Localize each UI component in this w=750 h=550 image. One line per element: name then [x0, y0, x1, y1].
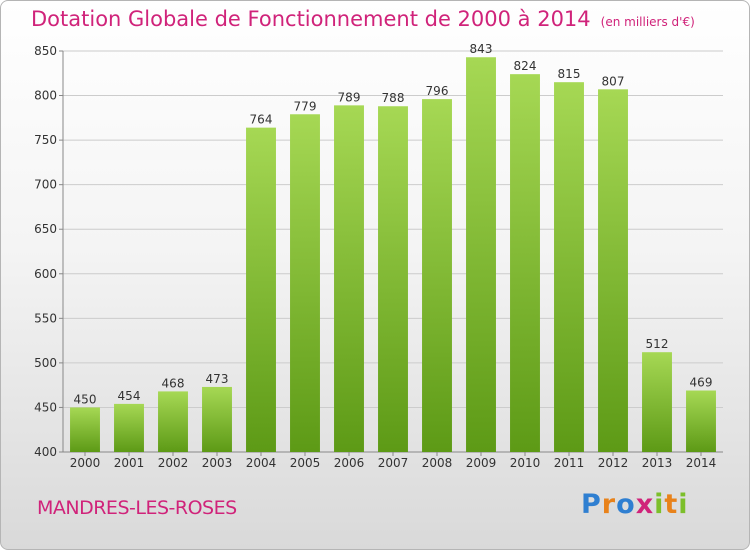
- logo-letter: i: [678, 489, 689, 520]
- data-label: 788: [382, 91, 405, 105]
- proxiti-logo: Proxiti: [581, 489, 689, 520]
- x-tick-label: 2006: [334, 456, 365, 470]
- chart-unit-label: (en milliers d'€): [600, 15, 695, 29]
- logo-letter: i: [654, 489, 665, 520]
- bar: [598, 89, 628, 452]
- x-tick-label: 2005: [290, 456, 321, 470]
- y-tick-label: 700: [34, 178, 57, 192]
- x-tick-label: 2008: [422, 456, 453, 470]
- data-label: 789: [338, 90, 361, 104]
- data-label: 454: [118, 389, 141, 403]
- bar: [334, 105, 364, 452]
- commune-name: MANDRES-LES-ROSES: [37, 497, 237, 519]
- bar: [510, 74, 540, 453]
- bar: [70, 407, 100, 452]
- data-label: 469: [690, 376, 713, 390]
- x-tick-label: 2007: [378, 456, 409, 470]
- x-tick-label: 2012: [598, 456, 629, 470]
- bars: [70, 57, 716, 453]
- bar: [378, 106, 408, 452]
- y-tick-label: 650: [34, 222, 57, 236]
- x-tick-label: 2004: [246, 456, 277, 470]
- logo-letter: r: [601, 489, 617, 520]
- bar: [422, 99, 452, 453]
- bar: [246, 127, 276, 452]
- y-tick-label: 850: [34, 44, 57, 58]
- x-tick-label: 2002: [158, 456, 189, 470]
- data-label: 815: [558, 67, 581, 81]
- y-tick-label: 550: [34, 311, 57, 325]
- data-label: 512: [646, 337, 669, 351]
- x-tick-label: 2001: [114, 456, 145, 470]
- y-tick-label: 450: [34, 400, 57, 414]
- data-label: 468: [162, 376, 185, 390]
- chart-title-text: Dotation Globale de Fonctionnement de 20…: [31, 7, 591, 31]
- y-tick-label: 400: [34, 445, 57, 459]
- bar: [466, 57, 496, 452]
- y-tick-label: 750: [34, 133, 57, 147]
- bar: [158, 391, 188, 452]
- x-tick-label: 2014: [686, 456, 717, 470]
- x-tick-label: 2003: [202, 456, 233, 470]
- data-label: 450: [74, 392, 97, 406]
- data-label: 473: [206, 372, 229, 386]
- chart-title: Dotation Globale de Fonctionnement de 20…: [31, 7, 695, 31]
- y-tick-label: 500: [34, 356, 57, 370]
- bar: [554, 82, 584, 452]
- data-label: 796: [426, 84, 449, 98]
- bar: [686, 390, 716, 452]
- y-tick-label: 800: [34, 89, 57, 103]
- logo-letter: o: [616, 489, 636, 520]
- bar: [114, 403, 144, 452]
- logo-letter: t: [664, 489, 679, 520]
- x-tick-label: 2010: [510, 456, 541, 470]
- data-label: 824: [514, 59, 537, 73]
- data-label: 764: [250, 113, 273, 127]
- logo-letter: x: [635, 489, 655, 520]
- x-tick-label: 2011: [554, 456, 585, 470]
- data-label: 807: [602, 74, 625, 88]
- data-label: 779: [294, 99, 317, 113]
- bar: [642, 352, 672, 452]
- logo-letter: P: [581, 489, 602, 520]
- labels: 400 450 500 550 600 650 700 750 800 850 450 2000 454…: [34, 42, 716, 470]
- bar: [202, 386, 232, 452]
- x-tick-label: 2013: [642, 456, 673, 470]
- bar: [290, 114, 320, 452]
- data-label: 843: [470, 42, 493, 56]
- x-tick-label: 2000: [70, 456, 101, 470]
- y-tick-label: 600: [34, 267, 57, 281]
- x-tick-label: 2009: [466, 456, 497, 470]
